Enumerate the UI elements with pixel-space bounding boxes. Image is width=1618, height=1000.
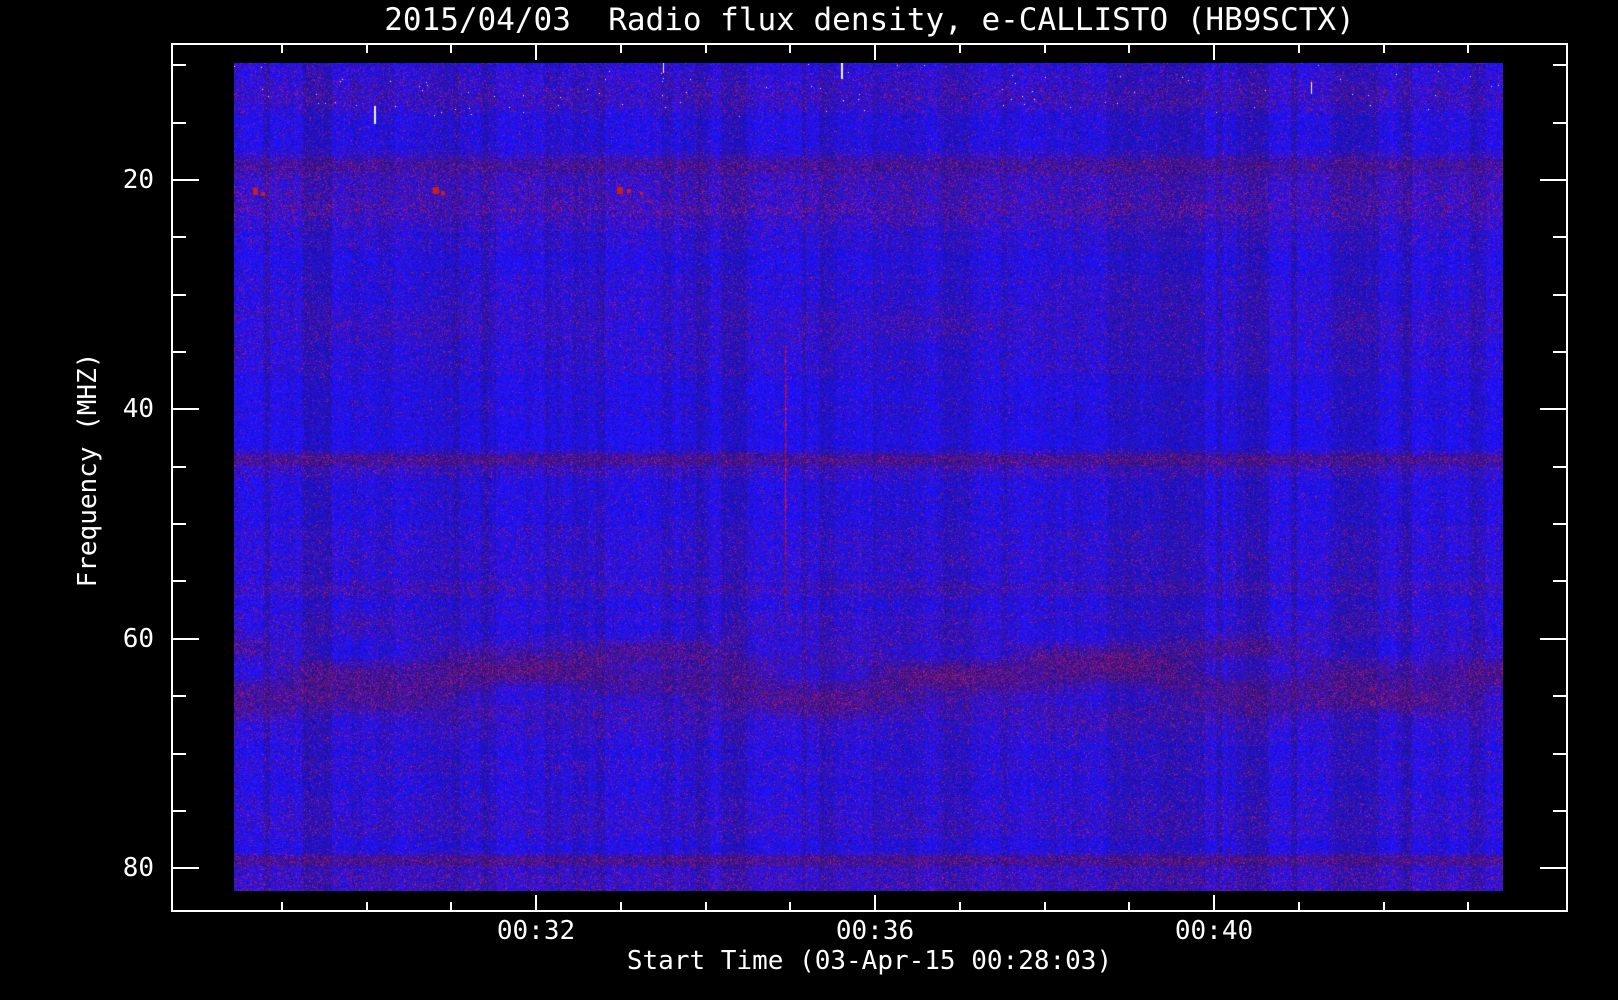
- y-minor-tick: [173, 695, 186, 697]
- y-minor-tick-right: [1553, 236, 1566, 238]
- x-minor-tick: [450, 902, 452, 910]
- x-major-tick: [1213, 895, 1215, 910]
- x-minor-tick: [281, 902, 283, 910]
- y-major-tick-right: [1540, 179, 1566, 181]
- x-major-tick-top: [535, 45, 537, 60]
- y-major-tick-right: [1540, 638, 1566, 640]
- x-minor-tick-top: [1298, 45, 1300, 53]
- x-major-tick: [535, 895, 537, 910]
- spectrogram-canvas: [234, 63, 1503, 891]
- x-minor-tick-top: [281, 45, 283, 53]
- x-minor-tick: [1044, 902, 1046, 910]
- y-minor-tick: [173, 753, 186, 755]
- x-minor-tick: [1298, 902, 1300, 910]
- y-minor-tick-right: [1553, 580, 1566, 582]
- y-major-tick: [173, 179, 199, 181]
- x-minor-tick: [1467, 902, 1469, 910]
- y-tick-label: 20: [122, 165, 154, 195]
- y-minor-tick: [173, 122, 186, 124]
- x-minor-tick-top: [959, 45, 961, 53]
- x-tick-label: 00:32: [496, 916, 576, 946]
- x-minor-tick-top: [789, 45, 791, 53]
- x-major-tick-top: [1213, 45, 1215, 60]
- y-major-tick-right: [1540, 408, 1566, 410]
- x-axis-title: Start Time (03-Apr-15 00:28:03): [626, 946, 1113, 976]
- x-minor-tick-top: [366, 45, 368, 53]
- y-minor-tick: [173, 580, 186, 582]
- y-major-tick: [173, 638, 199, 640]
- y-minor-tick-right: [1553, 695, 1566, 697]
- x-minor-tick-top: [1044, 45, 1046, 53]
- y-minor-tick: [173, 523, 186, 525]
- x-minor-tick-top: [1383, 45, 1385, 53]
- x-minor-tick: [959, 902, 961, 910]
- y-tick-label: 80: [122, 853, 154, 883]
- x-minor-tick: [789, 902, 791, 910]
- y-minor-tick: [173, 466, 186, 468]
- x-minor-tick: [1128, 902, 1130, 910]
- y-minor-tick-right: [1553, 810, 1566, 812]
- y-axis-title: Frequency (MHZ): [73, 352, 103, 588]
- x-minor-tick-top: [705, 45, 707, 53]
- x-minor-tick: [366, 902, 368, 910]
- x-minor-tick-top: [620, 45, 622, 53]
- chart-title: 2015/04/03 Radio flux density, e-CALLIST…: [384, 2, 1355, 38]
- y-minor-tick-right: [1553, 753, 1566, 755]
- y-minor-tick-right: [1553, 523, 1566, 525]
- y-tick-label: 40: [122, 394, 154, 424]
- x-minor-tick-top: [1467, 45, 1469, 53]
- x-minor-tick: [620, 902, 622, 910]
- y-minor-tick: [173, 236, 186, 238]
- x-major-tick: [874, 895, 876, 910]
- y-major-tick: [173, 408, 199, 410]
- y-minor-tick: [173, 351, 186, 353]
- y-tick-label: 60: [122, 624, 154, 654]
- y-minor-tick-right: [1553, 294, 1566, 296]
- y-minor-tick-right: [1553, 466, 1566, 468]
- y-major-tick: [173, 867, 199, 869]
- x-minor-tick-top: [1128, 45, 1130, 53]
- x-minor-tick: [705, 902, 707, 910]
- x-minor-tick-top: [450, 45, 452, 53]
- y-minor-tick-right: [1553, 122, 1566, 124]
- x-minor-tick: [1383, 902, 1385, 910]
- y-minor-tick: [173, 810, 186, 812]
- y-minor-tick-right: [1553, 351, 1566, 353]
- y-minor-tick: [173, 64, 186, 66]
- x-major-tick-top: [874, 45, 876, 60]
- y-minor-tick: [173, 294, 186, 296]
- x-tick-label: 00:36: [835, 916, 915, 946]
- x-tick-label: 00:40: [1174, 916, 1254, 946]
- y-minor-tick-right: [1553, 64, 1566, 66]
- y-major-tick-right: [1540, 867, 1566, 869]
